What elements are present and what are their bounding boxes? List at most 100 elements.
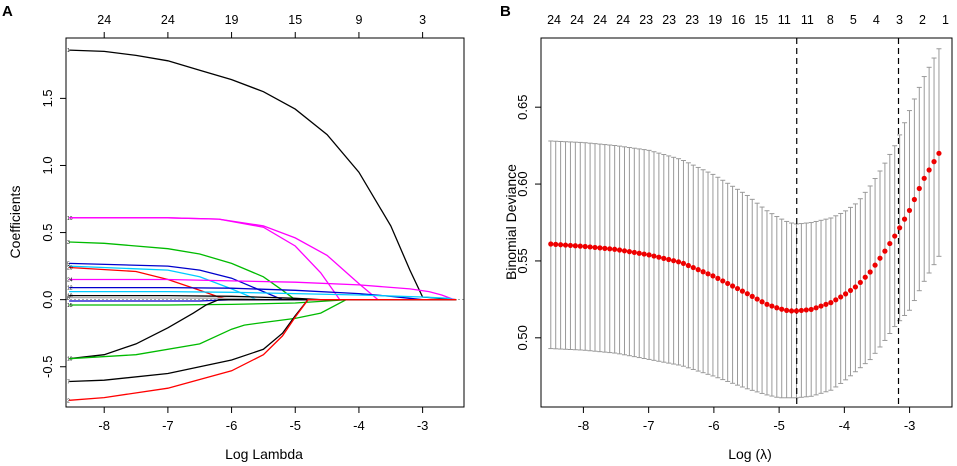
mean-deviance-point xyxy=(705,271,711,277)
mean-deviance-point xyxy=(572,243,578,249)
mean-deviance-point xyxy=(607,246,613,252)
mean-deviance-point xyxy=(729,283,736,289)
mean-deviance-point xyxy=(798,307,804,314)
mean-deviance-point xyxy=(636,250,642,256)
mean-deviance-point xyxy=(597,245,603,251)
mean-deviance-point xyxy=(882,248,888,254)
mean-deviance-point xyxy=(926,167,932,173)
top-df-label: 16 xyxy=(731,13,745,27)
y-tick-label: 1.0 xyxy=(40,156,55,174)
coefficient-path-3 xyxy=(69,241,457,301)
y-tick-label: 0.5 xyxy=(40,224,55,242)
panel-b-error-bars xyxy=(548,48,942,399)
mean-deviance-point xyxy=(897,225,903,231)
coefficient-path-1 xyxy=(69,49,457,301)
mean-deviance-point xyxy=(666,256,672,263)
coefficient-path-unlabeled-15 xyxy=(69,299,457,360)
top-df-label: 23 xyxy=(685,13,699,27)
top-df-label: 1 xyxy=(942,13,949,27)
mean-deviance-point xyxy=(675,259,682,265)
top-df-label: 11 xyxy=(801,13,814,27)
mean-deviance-point xyxy=(833,297,839,303)
coefficient-path-24 xyxy=(69,278,457,301)
path-label-18: 18 xyxy=(67,294,73,300)
mean-deviance-point xyxy=(744,291,750,297)
top-df-label: 8 xyxy=(827,13,834,27)
mean-deviance-point xyxy=(720,278,726,284)
mean-deviance-point xyxy=(616,247,623,253)
panel-b-x-axis-title: Log (λ) xyxy=(728,446,772,462)
path-label-19: 19 xyxy=(67,357,73,363)
x-tick-label: -7 xyxy=(162,418,174,433)
mean-deviance-point xyxy=(788,308,795,314)
mean-deviance-point xyxy=(916,185,922,192)
coefficient-path-19 xyxy=(69,299,457,360)
top-df-label: 19 xyxy=(708,13,722,27)
top-df-label: 2 xyxy=(919,13,926,27)
y-tick-label: 0.60 xyxy=(515,171,530,196)
path-label-8: 8 xyxy=(67,296,70,302)
mean-deviance-point xyxy=(626,249,633,255)
y-tick-label: 0.0 xyxy=(40,291,55,309)
mean-deviance-point xyxy=(548,241,554,247)
x-tick-label: -5 xyxy=(289,418,301,433)
mean-deviance-point xyxy=(931,159,937,165)
top-df-label: 3 xyxy=(419,13,426,27)
mean-deviance-point xyxy=(911,196,917,203)
mean-deviance-point xyxy=(852,284,859,290)
path-label-12: 12 xyxy=(67,286,73,292)
panel-a-x-axis-title: Log Lambda xyxy=(225,446,303,462)
path-label-3: 3 xyxy=(67,240,70,246)
coefficient-path-2 xyxy=(69,299,457,401)
mean-deviance-point xyxy=(621,248,628,254)
panel-a-axes: -8 -7 -6 -5 -4 -3-0.50.00.51.01.524 24 19 15 9 3 xyxy=(40,13,465,433)
mean-deviance-point xyxy=(671,258,677,264)
path-label-5: 5 xyxy=(67,261,70,267)
path-label-2: 2 xyxy=(67,398,70,404)
panel-b-y-axis-title: Binomial Deviance xyxy=(503,164,519,280)
y-tick-label: 0.50 xyxy=(515,325,530,350)
top-df-label: 24 xyxy=(570,13,584,27)
mean-deviance-point xyxy=(862,274,868,280)
path-label-1: 1 xyxy=(67,48,70,54)
top-df-label: 24 xyxy=(616,13,630,27)
path-label-16: 16 xyxy=(67,216,73,222)
mean-deviance-point xyxy=(818,303,824,309)
panel-b-mean-points xyxy=(548,150,942,314)
mean-deviance-point xyxy=(887,240,893,247)
top-df-label: 23 xyxy=(639,13,653,27)
x-tick-label: -8 xyxy=(578,418,590,433)
mean-deviance-point xyxy=(921,175,927,181)
mean-deviance-point xyxy=(867,269,873,275)
mean-deviance-point xyxy=(577,243,583,249)
x-tick-label: -8 xyxy=(98,418,110,433)
x-tick-label: -3 xyxy=(904,418,916,433)
mean-deviance-point xyxy=(838,294,844,300)
mean-deviance-point xyxy=(764,301,770,307)
mean-deviance-point xyxy=(725,280,731,287)
mean-deviance-point xyxy=(685,262,691,269)
top-df-label: 23 xyxy=(662,13,676,27)
mean-deviance-point xyxy=(656,254,662,260)
mean-deviance-point xyxy=(803,307,809,313)
mean-deviance-point xyxy=(690,264,696,271)
x-tick-label: -3 xyxy=(417,418,429,433)
panel-a-label: A xyxy=(2,3,13,20)
mean-deviance-point xyxy=(813,305,819,311)
mean-deviance-point xyxy=(567,242,574,249)
mean-deviance-point xyxy=(847,287,854,294)
mean-deviance-point xyxy=(779,306,785,312)
mean-deviance-point xyxy=(651,253,657,259)
mean-deviance-point xyxy=(872,262,878,268)
mean-deviance-point xyxy=(562,242,569,248)
top-df-label: 3 xyxy=(896,13,903,27)
mean-deviance-point xyxy=(784,307,790,313)
top-df-label: 4 xyxy=(873,13,880,27)
coefficient-path-7 xyxy=(69,299,457,383)
panel-a-y-axis-title: Coefficients xyxy=(7,186,23,259)
mean-deviance-point xyxy=(877,255,883,261)
y-tick-label: -0.5 xyxy=(40,356,55,378)
